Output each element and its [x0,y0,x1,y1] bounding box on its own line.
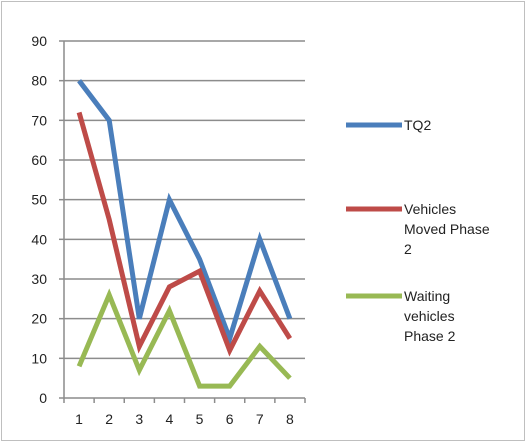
axes [59,40,306,403]
x-tick-label: 2 [105,411,113,427]
y-tick-label: 40 [31,231,47,247]
y-tick-label: 90 [31,33,47,49]
y-tick-labels: 0 10 20 30 40 50 60 70 80 90 [31,33,47,406]
y-tick-label: 70 [31,112,47,128]
y-tick-label: 80 [31,73,47,89]
gridlines [64,40,305,360]
x-tick-label: 4 [166,411,174,427]
x-tick-labels: 1 2 3 4 5 6 7 8 [75,411,294,427]
series-line-1 [77,79,293,347]
x-tick-label: 7 [256,411,264,427]
x-tick-label: 5 [196,411,204,427]
y-tick-label: 30 [31,271,47,287]
x-tick-label: 8 [286,411,294,427]
x-tick-label: 6 [226,411,234,427]
legend: TQ2 Vehicles Moved Phase 2 Waiting vehicles Ph… [346,117,490,344]
legend-label: Waiting vehicles Phase 2 [404,288,456,344]
y-tick-label: 10 [31,350,47,366]
y-tick-label: 50 [31,192,47,208]
y-tick-label: 0 [39,390,47,406]
legend-label: TQ2 [404,117,431,133]
legend-label: Vehicles Moved Phase 2 [404,201,490,257]
series-line-2 [76,111,293,357]
series-line-3 [76,288,292,389]
x-tick-label: 3 [135,411,143,427]
y-tick-label: 20 [31,311,47,327]
x-tick-label: 1 [75,411,83,427]
y-tick-label: 60 [31,152,47,168]
series-lines [76,79,293,389]
